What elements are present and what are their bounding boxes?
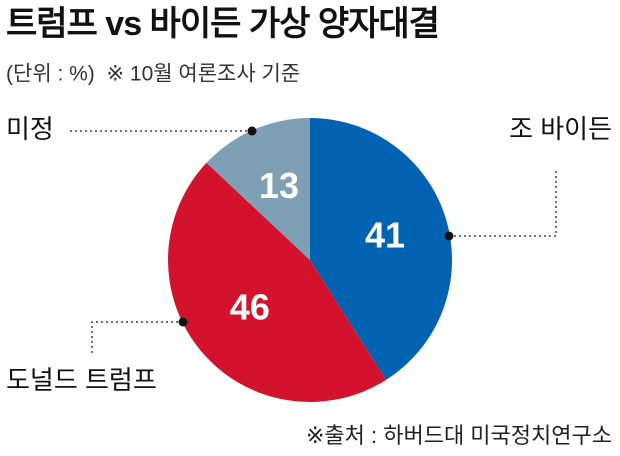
chart-subtitle: (단위 : %) ※ 10월 여론조사 기준 [6, 63, 300, 86]
legend-label: 미정 [6, 114, 54, 144]
leader-line [91, 321, 183, 355]
legend-label: 조 바이든 [509, 114, 612, 144]
leader-line [449, 170, 557, 237]
pie [168, 118, 452, 402]
source: ※출처 : 하버드대 미국정치연구소 [306, 423, 612, 448]
leader-dot [178, 317, 188, 327]
data-label: 41 [365, 215, 405, 256]
pie-slice [310, 118, 452, 380]
leader-dot [444, 231, 454, 241]
legend-label: 도널드 트럼프 [6, 365, 157, 395]
pie-slice [168, 162, 387, 402]
chart-title: 트럼프 vs 바이든 가상 양자대결 [6, 5, 439, 43]
data-label: 13 [259, 165, 299, 206]
data-label: 46 [230, 286, 270, 327]
leader-dot [247, 126, 257, 136]
pie-slice [206, 118, 310, 260]
